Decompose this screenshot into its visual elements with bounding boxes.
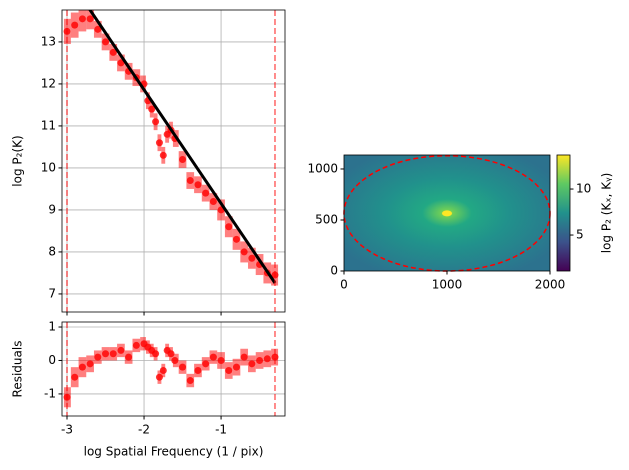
y-tick-label: 12: [41, 76, 56, 90]
colorbar-label: log P₂ (Kₓ, Kᵧ): [600, 173, 614, 254]
data-point: [159, 367, 167, 375]
data-point: [194, 181, 202, 189]
axes-frame: [61, 321, 286, 417]
data-point: [271, 353, 279, 361]
x-tick-label: -2: [138, 423, 150, 437]
data-point: [209, 353, 217, 361]
data-point: [71, 21, 79, 29]
data-point: [152, 350, 160, 358]
colorbar: [556, 154, 571, 272]
data-point: [109, 350, 117, 358]
y-axis-label: Residuals: [11, 341, 25, 398]
data-point: [78, 363, 86, 371]
y-tick-label: 13: [41, 34, 56, 48]
data-point: [186, 377, 194, 385]
x-tick-label: -1: [215, 423, 227, 437]
data-point: [171, 356, 179, 364]
data-point: [148, 105, 156, 113]
colorbar-tick-label: 10: [576, 182, 591, 196]
data-point: [256, 356, 264, 364]
data-point: [94, 25, 102, 33]
x-tick-label: 1000: [432, 278, 463, 292]
data-point: [71, 373, 79, 381]
data-point: [209, 198, 217, 206]
y-tick-label: 1000: [307, 161, 338, 175]
data-point: [240, 353, 248, 361]
data-point: [117, 346, 125, 354]
data-point: [240, 248, 248, 256]
data-point: [225, 223, 233, 231]
data-point: [86, 360, 94, 368]
data-point: [248, 360, 256, 368]
x-tick-label: 0: [340, 278, 348, 292]
data-point: [125, 353, 133, 361]
plot-area: [63, 337, 279, 408]
data-point: [117, 59, 125, 67]
y-tick-label: 9: [48, 202, 56, 216]
data-point: [102, 38, 110, 46]
plot-area: [63, 10, 279, 286]
panel: log P₂(K) 7 8 9 10 11 12 13: [11, 9, 286, 316]
data-point: [94, 353, 102, 361]
data-point: [78, 15, 86, 23]
y-tick-label: 7: [48, 286, 56, 300]
axes-frame: [61, 9, 286, 313]
x-axis-label: log Spatial Frequency (1 / pix): [84, 445, 264, 459]
colorbar-tick-label: 5: [576, 228, 584, 242]
data-point: [186, 177, 194, 185]
data-point: [217, 356, 225, 364]
y-tick-label: 0: [48, 353, 56, 367]
data-point: [225, 367, 233, 375]
x-tick-label: 2000: [535, 278, 566, 292]
data-point: [202, 360, 210, 368]
data-point: [132, 341, 140, 349]
y-tick-label: -1: [44, 386, 56, 400]
panel: 5 10 log P₂ (Kₓ, Kᵧ) 0 1000 2000 0 500 1000: [307, 154, 614, 292]
center-peak: [442, 210, 452, 217]
y-tick-label: 0: [330, 264, 338, 278]
data-point: [152, 118, 160, 126]
data-point: [155, 373, 163, 381]
data-point: [232, 235, 240, 243]
y-tick-label: 1: [48, 320, 56, 334]
data-point: [263, 355, 271, 363]
data-point: [232, 363, 240, 371]
y-axis-label: log P₂(K): [11, 135, 25, 186]
fit-line: [88, 10, 277, 284]
y-tick-label: 10: [41, 160, 56, 174]
y-tick-label: 11: [41, 118, 56, 132]
data-point: [248, 254, 256, 262]
y-tick-label: 8: [48, 244, 56, 258]
y-tick-label: 500: [315, 212, 338, 226]
x-tick-label: -3: [61, 423, 73, 437]
data-point: [86, 15, 94, 23]
data-point: [194, 367, 202, 375]
data-point: [202, 189, 210, 197]
data-point: [167, 350, 175, 358]
data-point: [159, 151, 167, 159]
data-point: [109, 48, 117, 56]
data-point: [102, 350, 110, 358]
data-point: [179, 363, 187, 371]
data-point: [179, 156, 187, 164]
data-point: [155, 139, 163, 147]
panel: Residuals log Spatial Frequency (1 / pix)…: [11, 320, 286, 459]
